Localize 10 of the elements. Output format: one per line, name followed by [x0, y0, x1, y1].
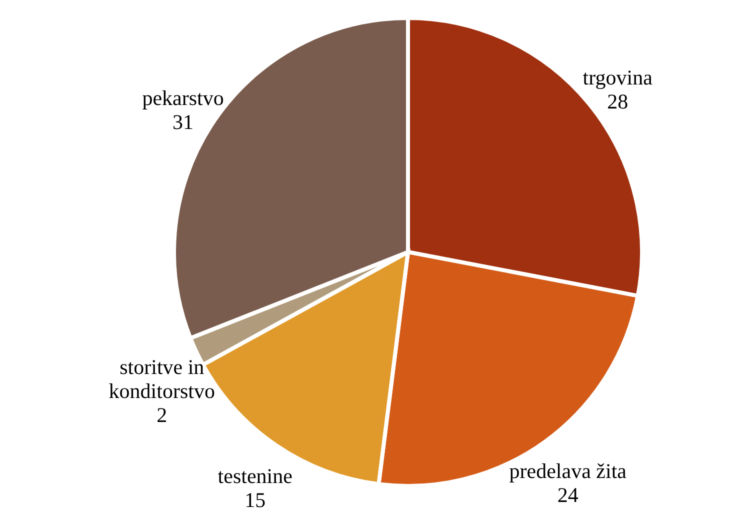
- data-label: 28: [607, 90, 628, 114]
- slice-label: testenine: [218, 464, 292, 488]
- data-label: 31: [172, 110, 194, 134]
- slice-label: predelava žita: [509, 459, 628, 484]
- slice-label: pekarstvo: [142, 86, 224, 110]
- data-label: 24: [557, 483, 579, 508]
- data-label: 15: [244, 488, 266, 512]
- slice-label: storitve in konditorstvo: [108, 354, 215, 403]
- data-label: 2: [156, 402, 168, 427]
- slice-label: trgovina: [582, 66, 654, 90]
